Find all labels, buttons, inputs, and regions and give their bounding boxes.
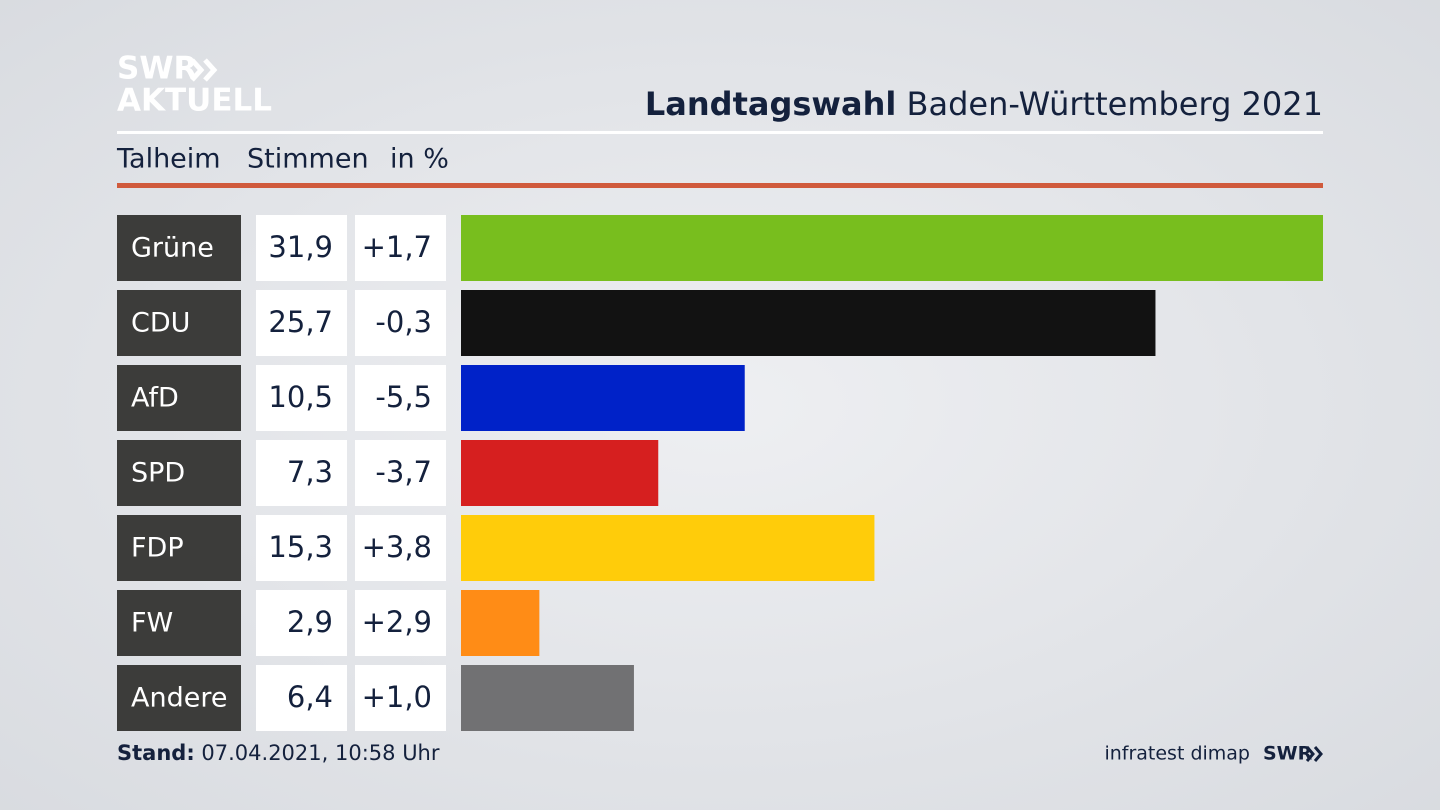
footer-brand: SWR xyxy=(1263,743,1313,765)
party-box xyxy=(117,590,241,656)
change-box xyxy=(355,590,446,656)
logo-chevrons xyxy=(190,58,218,82)
value-label: 10,5 xyxy=(268,380,333,414)
column-votes: Stimmen xyxy=(247,144,369,175)
place: Talheim xyxy=(116,144,221,175)
party-label: AfD xyxy=(131,383,179,414)
logo-aktuell: AKTUELL xyxy=(117,83,272,119)
party-label: CDU xyxy=(131,308,190,339)
stand: Stand: 07.04.2021, 10:58 Uhr xyxy=(117,741,440,765)
value-label: 7,3 xyxy=(287,455,333,489)
change-label: +1,0 xyxy=(362,680,432,714)
value-box xyxy=(256,665,347,731)
title-rest: Baden-Württemberg 2021 xyxy=(907,85,1324,123)
party-box xyxy=(117,365,241,431)
value-box xyxy=(256,290,347,356)
column-unit: in % xyxy=(390,144,449,175)
footer-chevrons xyxy=(1305,746,1323,762)
change-box xyxy=(355,665,446,731)
value-label: 15,3 xyxy=(268,530,333,564)
bar xyxy=(461,440,659,506)
value-label: 2,9 xyxy=(287,605,333,639)
change-box xyxy=(355,365,446,431)
value-box xyxy=(256,215,347,281)
bar xyxy=(461,365,745,431)
logo-swr: SWR xyxy=(117,51,198,87)
value-label: 6,4 xyxy=(287,680,333,714)
change-label: -0,3 xyxy=(375,305,432,339)
bar xyxy=(461,215,1323,281)
value-box xyxy=(256,365,347,431)
party-box xyxy=(117,440,241,506)
change-label: +3,8 xyxy=(362,530,432,564)
value-label: 31,9 xyxy=(268,230,333,264)
change-box xyxy=(355,290,446,356)
party-box xyxy=(117,290,241,356)
change-label: -5,5 xyxy=(375,380,432,414)
title: Landtagswahl Baden-Württemberg 2021 xyxy=(645,85,1323,123)
change-box xyxy=(355,515,446,581)
bar xyxy=(461,290,1156,356)
party-label: FDP xyxy=(131,533,184,564)
value-box xyxy=(256,515,347,581)
change-label: +2,9 xyxy=(362,605,432,639)
party-label: FW xyxy=(131,608,173,639)
party-box xyxy=(117,215,241,281)
party-label: SPD xyxy=(131,458,185,489)
value-label: 25,7 xyxy=(268,305,333,339)
party-label: Grüne xyxy=(131,233,214,264)
party-label: Andere xyxy=(131,683,227,714)
accent-line xyxy=(117,183,1323,188)
title-bold: Landtagswahl xyxy=(645,85,896,123)
source: infratest dimap xyxy=(1104,743,1250,765)
value-box xyxy=(256,590,347,656)
party-box xyxy=(117,665,241,731)
bar xyxy=(461,590,540,656)
change-label: -3,7 xyxy=(375,455,432,489)
change-box xyxy=(355,440,446,506)
change-box xyxy=(355,215,446,281)
value-box xyxy=(256,440,347,506)
change-label: +1,7 xyxy=(362,230,432,264)
header-line xyxy=(117,131,1323,134)
bar xyxy=(461,515,875,581)
bar xyxy=(461,665,634,731)
stand-date: 07.04.2021, 10:58 Uhr xyxy=(201,741,439,765)
party-box xyxy=(117,515,241,581)
stand-label: Stand: xyxy=(117,741,195,765)
